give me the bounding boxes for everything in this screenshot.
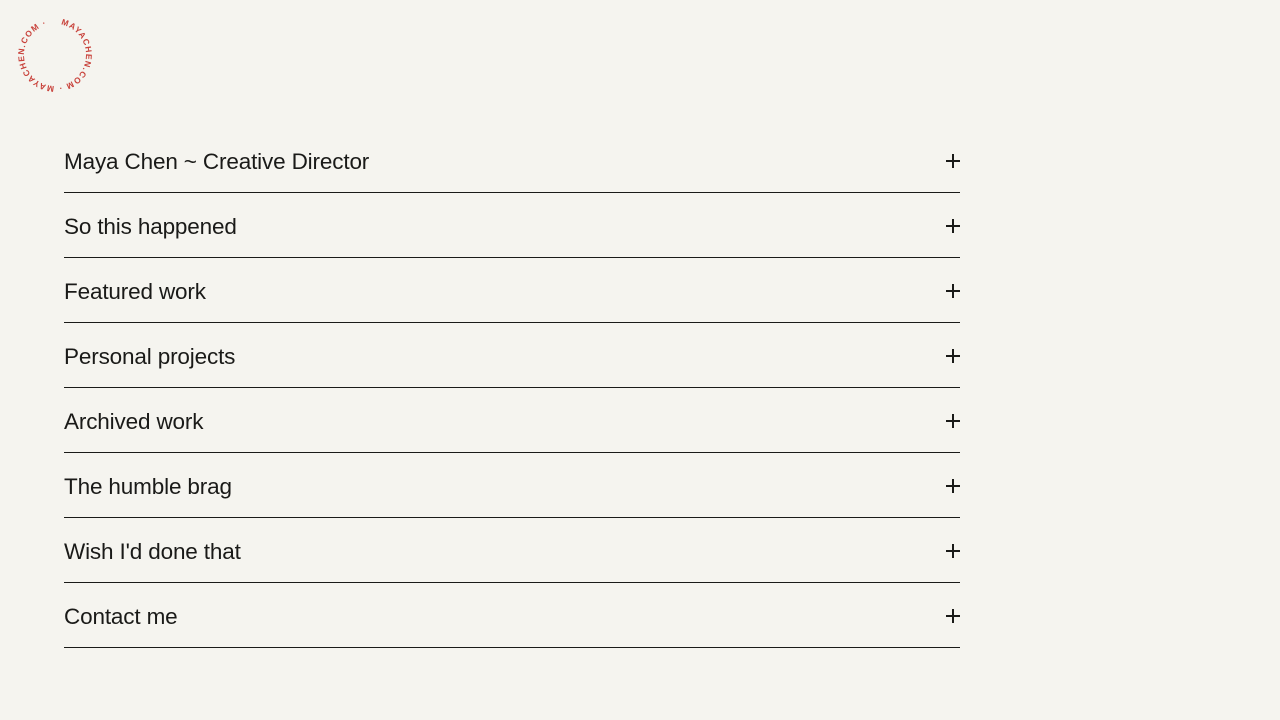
accordion-row-label: Archived work [64, 409, 204, 434]
accordion-row-label: Personal projects [64, 344, 236, 369]
logo-ring-text: MAYACHEN.COM · MAYACHEN.COM · [16, 17, 94, 94]
accordion-row[interactable]: Maya Chen ~ Creative Director [64, 128, 960, 193]
plus-icon-vertical [952, 479, 954, 493]
accordion-row[interactable]: Contact me [64, 583, 960, 648]
plus-icon[interactable] [946, 544, 960, 558]
plus-icon-vertical [952, 284, 954, 298]
accordion-row-label: So this happened [64, 214, 237, 239]
plus-icon[interactable] [946, 154, 960, 168]
plus-icon-vertical [952, 349, 954, 363]
plus-icon-vertical [952, 609, 954, 623]
accordion-row-label: Contact me [64, 604, 178, 629]
plus-icon[interactable] [946, 219, 960, 233]
accordion-row-label: Featured work [64, 279, 206, 304]
accordion-row[interactable]: The humble brag [64, 453, 960, 518]
plus-icon-vertical [952, 414, 954, 428]
plus-icon-vertical [952, 219, 954, 233]
plus-icon[interactable] [946, 609, 960, 623]
accordion-row-label: The humble brag [64, 474, 232, 499]
accordion-row[interactable]: Featured work [64, 258, 960, 323]
logo-ring-textpath: MAYACHEN.COM · MAYACHEN.COM · [16, 17, 93, 94]
plus-icon[interactable] [946, 284, 960, 298]
accordion-row[interactable]: So this happened [64, 193, 960, 258]
plus-icon[interactable] [946, 349, 960, 363]
accordion-row[interactable]: Wish I'd done that [64, 518, 960, 583]
plus-icon[interactable] [946, 414, 960, 428]
plus-icon-vertical [952, 154, 954, 168]
accordion-row[interactable]: Personal projects [64, 323, 960, 388]
circular-logo-icon: MAYACHEN.COM · MAYACHEN.COM · [16, 17, 94, 94]
accordion-row-label: Wish I'd done that [64, 539, 241, 564]
plus-icon[interactable] [946, 479, 960, 493]
accordion-list: Maya Chen ~ Creative Director So this ha… [64, 128, 960, 648]
plus-icon-vertical [952, 544, 954, 558]
accordion-row-label: Maya Chen ~ Creative Director [64, 149, 370, 174]
site-logo[interactable]: MAYACHEN.COM · MAYACHEN.COM · [13, 13, 97, 97]
accordion-row[interactable]: Archived work [64, 388, 960, 453]
